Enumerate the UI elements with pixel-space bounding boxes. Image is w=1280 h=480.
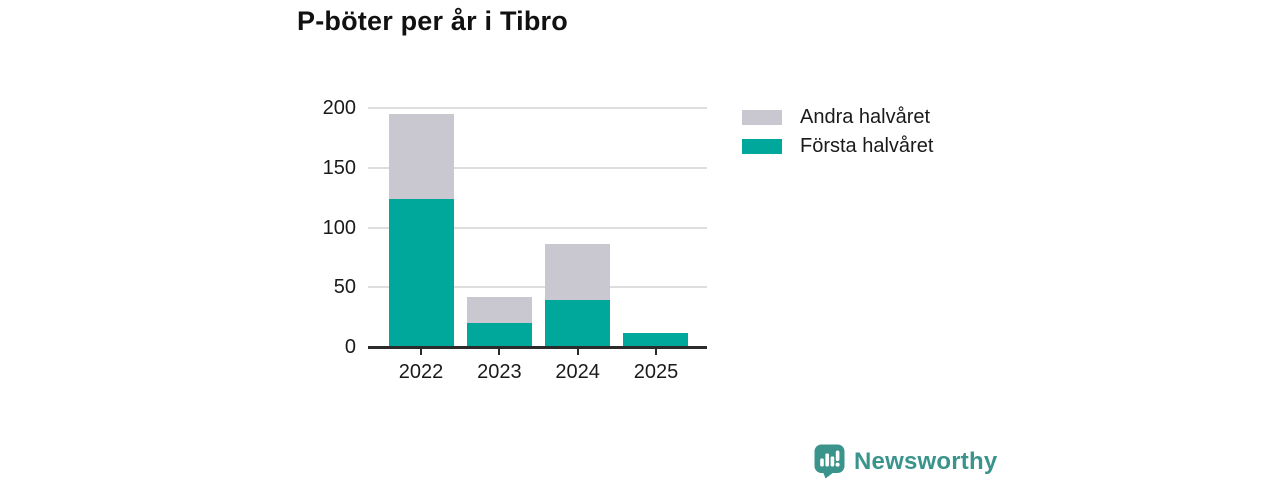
newsworthy-logo: Newsworthy	[814, 444, 997, 479]
y-axis-tick-label: 100	[322, 216, 356, 239]
legend-swatch	[742, 110, 782, 125]
legend: Andra halvåret Första halvåret	[742, 103, 933, 161]
newsworthy-bubble-chart-icon	[814, 444, 845, 479]
x-axis-tick	[654, 348, 657, 355]
bar-segment-första-2022	[388, 198, 454, 347]
legend-item: Första halvåret	[742, 132, 933, 161]
x-axis-tick-label: 2024	[555, 361, 600, 383]
newsworthy-wordmark: Newsworthy	[854, 447, 998, 475]
y-axis-tick-label: 200	[322, 97, 356, 119]
gridline	[368, 286, 707, 289]
x-axis-tick	[576, 348, 579, 355]
x-axis-tick	[498, 348, 501, 355]
legend-label: Andra halvåret	[800, 106, 931, 128]
x-axis-tick	[420, 348, 422, 355]
bar-segment-första-2024	[545, 300, 611, 347]
x-axis-tick-label: 2023	[477, 361, 522, 383]
legend-item: Andra halvåret	[742, 103, 933, 132]
x-axis-line	[368, 346, 707, 349]
x-axis-tick-label: 2022	[398, 361, 444, 383]
bar-segment-andra-2024	[545, 244, 611, 301]
gridline	[368, 166, 707, 169]
chart-title: P-böter per år i Tibro	[297, 6, 568, 36]
y-axis-tick-label: 150	[322, 156, 356, 179]
gridline	[368, 107, 707, 109]
y-axis-tick-label: 0	[344, 336, 356, 358]
y-axis-tick-label: 50	[333, 276, 356, 299]
bar-segment-andra-2023	[466, 296, 532, 324]
legend-swatch	[742, 139, 782, 154]
x-axis-tick-label: 2025	[633, 361, 679, 383]
bar-segment-andra-2022	[388, 113, 454, 199]
bar-segment-första-2025	[623, 332, 689, 347]
legend-label: Första halvåret	[800, 135, 934, 157]
gridline	[368, 226, 707, 229]
bar-segment-första-2023	[466, 323, 532, 347]
